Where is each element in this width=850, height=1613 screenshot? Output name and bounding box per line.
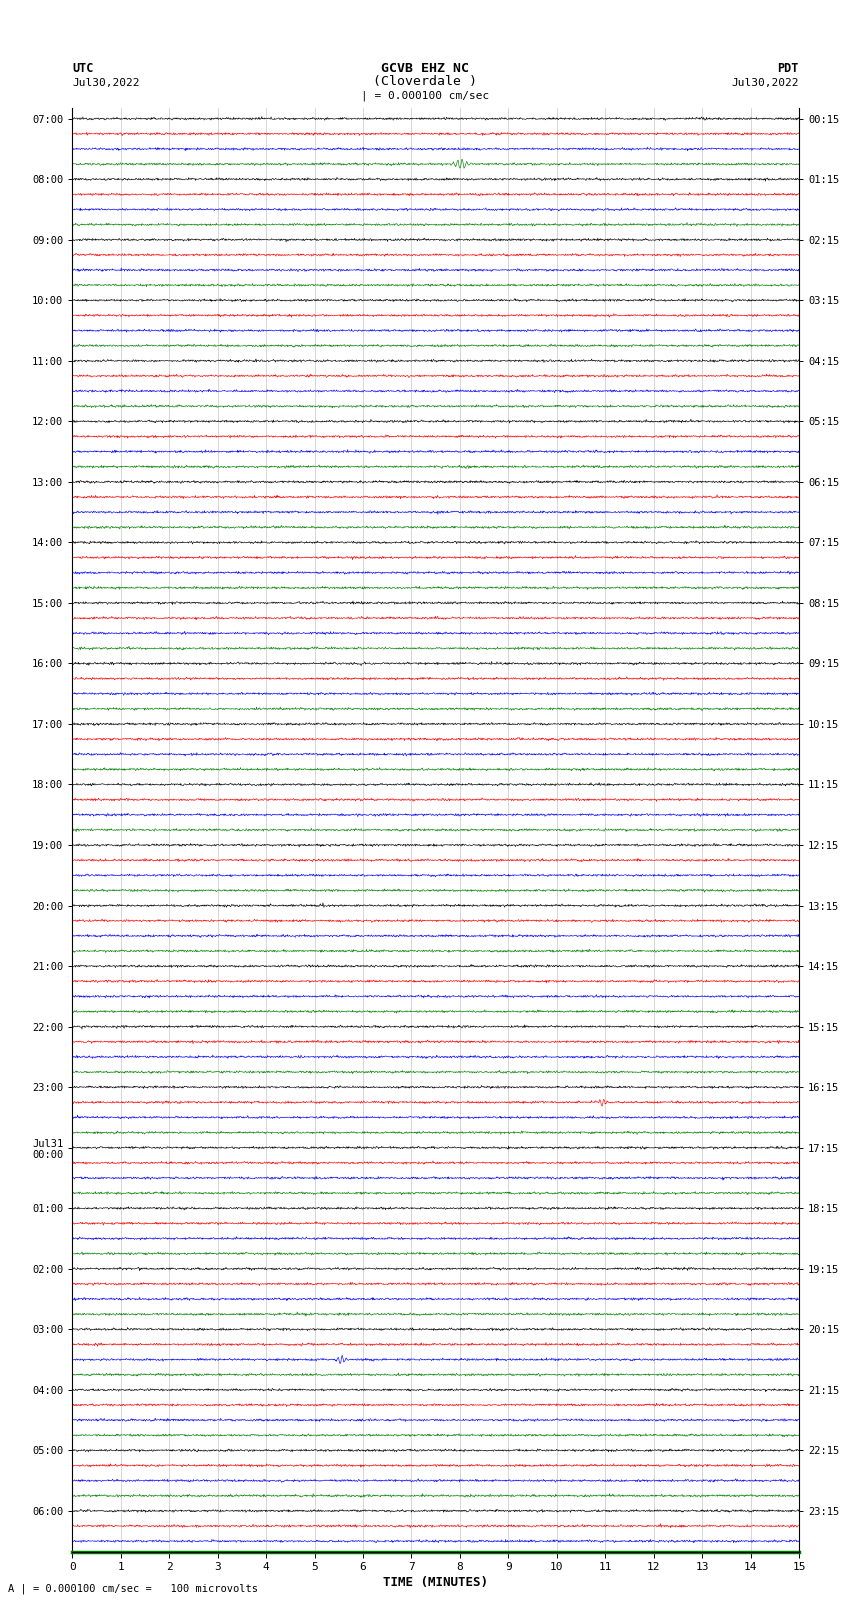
Text: Jul30,2022: Jul30,2022 [732, 77, 799, 87]
Text: A | = 0.000100 cm/sec =   100 microvolts: A | = 0.000100 cm/sec = 100 microvolts [8, 1582, 258, 1594]
Text: | = 0.000100 cm/sec: | = 0.000100 cm/sec [361, 90, 489, 100]
Text: UTC: UTC [72, 61, 94, 76]
Text: PDT: PDT [778, 61, 799, 76]
Text: (Cloverdale ): (Cloverdale ) [373, 74, 477, 87]
X-axis label: TIME (MINUTES): TIME (MINUTES) [383, 1576, 488, 1589]
Text: Jul30,2022: Jul30,2022 [72, 77, 139, 87]
Text: GCVB EHZ NC: GCVB EHZ NC [381, 61, 469, 76]
